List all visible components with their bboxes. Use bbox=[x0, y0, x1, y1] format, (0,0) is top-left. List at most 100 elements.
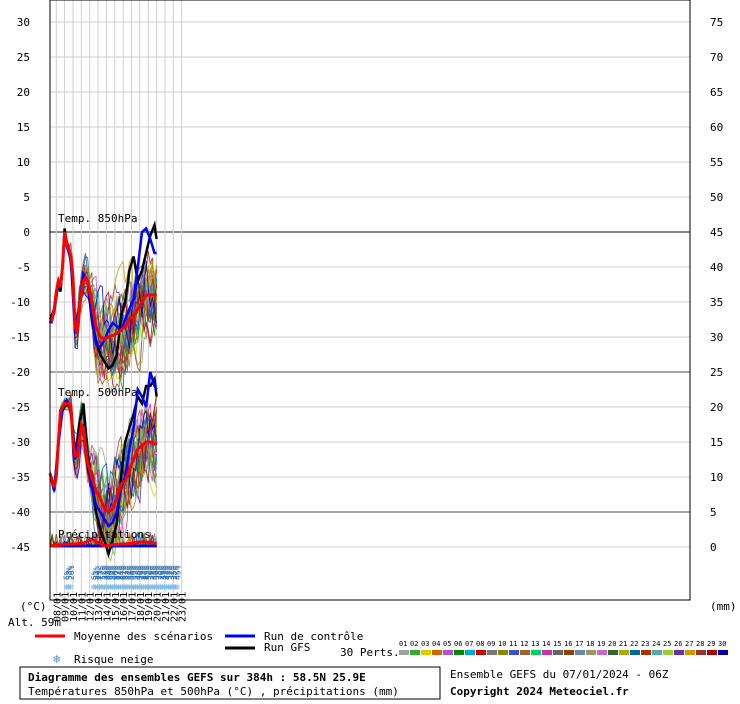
pert-number: 03 bbox=[421, 640, 429, 648]
snow-percent: 74% bbox=[115, 565, 124, 580]
pert-swatch bbox=[619, 650, 629, 655]
snow-percent: 45% bbox=[173, 565, 182, 580]
y-left-tick: -35 bbox=[10, 471, 30, 484]
pert-number: 26 bbox=[674, 640, 682, 648]
section-label-t500: Temp. 500hPa bbox=[58, 386, 137, 399]
snowflake-icon: ❄ bbox=[135, 583, 141, 593]
pert-swatch bbox=[454, 650, 464, 655]
snowflake-icon: ❄ bbox=[152, 583, 158, 593]
snowflake-icon: ❄ bbox=[120, 583, 126, 593]
pert-number: 12 bbox=[520, 640, 528, 648]
date-label: 19/01 bbox=[144, 592, 155, 622]
snowflake-icon: ❄ bbox=[108, 583, 114, 593]
pert-number: 30 bbox=[718, 640, 726, 648]
section-label-t850: Temp. 850hPa bbox=[58, 212, 137, 225]
snow-percent: 32% bbox=[165, 565, 174, 580]
snowflake-icon: ❄ bbox=[91, 583, 97, 593]
snow-percent: 39% bbox=[142, 565, 151, 580]
snow-percent: 32% bbox=[167, 565, 176, 580]
pert-number: 13 bbox=[531, 640, 539, 648]
snow-percent: 6% bbox=[90, 570, 99, 580]
date-label: 11/01 bbox=[77, 592, 88, 622]
snow-percent: 84% bbox=[117, 565, 126, 580]
left-unit: (°C) bbox=[20, 600, 47, 613]
snow-percent: 23% bbox=[92, 565, 101, 580]
legend: Moyenne des scénarios Run de contrôle Ru… bbox=[35, 630, 728, 666]
snow-percent: 39% bbox=[130, 565, 139, 580]
date-label: 13/01 bbox=[94, 592, 105, 622]
date-label: 20/01 bbox=[153, 592, 164, 622]
pert-swatch bbox=[630, 650, 640, 655]
y-left-tick: -15 bbox=[10, 331, 30, 344]
snowflake-icon: ❄ bbox=[114, 583, 120, 593]
snowflake-icon: ❄ bbox=[170, 583, 176, 593]
pert-swatch bbox=[498, 650, 508, 655]
pert-swatch bbox=[586, 650, 596, 655]
date-label: 17/01 bbox=[128, 592, 139, 622]
snow-percent: 42% bbox=[123, 565, 132, 580]
copyright: Copyright 2024 Meteociel.fr bbox=[450, 685, 629, 698]
snowflake-icon: ❄ bbox=[118, 583, 124, 593]
snowflake-icon: ❄ bbox=[160, 583, 166, 593]
pert-number: 07 bbox=[465, 640, 473, 648]
snow-percent: 35% bbox=[169, 565, 178, 580]
pert-swatch bbox=[443, 650, 453, 655]
snow-percent: 61% bbox=[121, 565, 130, 580]
pert-swatch bbox=[707, 650, 717, 655]
pert-number: 05 bbox=[443, 640, 451, 648]
pert-number: 11 bbox=[509, 640, 517, 648]
pert-number: 29 bbox=[707, 640, 715, 648]
snowflake-icon: ❄ bbox=[106, 583, 112, 593]
pert-swatch bbox=[542, 650, 552, 655]
pert-swatch bbox=[553, 650, 563, 655]
snow-percent: 32% bbox=[161, 565, 170, 580]
date-label: 22/01 bbox=[169, 592, 180, 622]
y-right-tick: 0 bbox=[710, 541, 717, 554]
snow-percent: 81% bbox=[119, 565, 128, 580]
snowflake-icon: ❄ bbox=[68, 583, 74, 593]
pert-swatch bbox=[564, 650, 574, 655]
snowflake-icon: ❄ bbox=[147, 583, 153, 593]
plot-frame bbox=[49, 0, 691, 601]
snow-percent: 39% bbox=[153, 565, 162, 580]
pert-swatch bbox=[608, 650, 618, 655]
snow-percent: 87% bbox=[113, 565, 122, 580]
y-right-tick: 65 bbox=[710, 86, 723, 99]
pert-number: 21 bbox=[619, 640, 627, 648]
pert-swatch bbox=[597, 650, 607, 655]
snowflake-icon: ❄ bbox=[101, 583, 107, 593]
snowflake-icon: ❄ bbox=[64, 583, 70, 593]
snowflake-icon: ❄ bbox=[149, 583, 155, 593]
y-right-tick: 50 bbox=[710, 191, 723, 204]
pert-swatch bbox=[410, 650, 420, 655]
snow-percent: 77% bbox=[96, 565, 105, 580]
pert-number: 10 bbox=[498, 640, 506, 648]
date-label: 09/01 bbox=[61, 592, 72, 622]
date-label: 21/01 bbox=[161, 592, 172, 622]
pert-swatch bbox=[509, 650, 519, 655]
y-right-tick: 60 bbox=[710, 121, 723, 134]
pert-swatch bbox=[575, 650, 585, 655]
snow-percent: 2% bbox=[94, 570, 103, 580]
title-box bbox=[19, 666, 441, 700]
date-label: 12/01 bbox=[86, 592, 97, 622]
y-right-tick: 70 bbox=[710, 51, 723, 64]
ensemble-member-line bbox=[49, 401, 158, 524]
pert-number: 27 bbox=[685, 640, 693, 648]
snow-percent: 58% bbox=[65, 565, 74, 580]
y-right-tick: 40 bbox=[710, 261, 723, 274]
y-left-tick: 20 bbox=[17, 86, 30, 99]
pert-swatch bbox=[674, 650, 684, 655]
y-left-tick: -5 bbox=[17, 261, 30, 274]
legend-control-label: Run de contrôle bbox=[264, 630, 363, 643]
snowflake-icon: ❄ bbox=[162, 583, 168, 593]
snow-percent: 35% bbox=[155, 565, 164, 580]
snowflake-icon: ❄ bbox=[103, 583, 109, 593]
snowflake-icon: ❄ bbox=[99, 583, 105, 593]
y-right-tick: 5 bbox=[710, 506, 717, 519]
pert-number: 23 bbox=[641, 640, 649, 648]
section-label-precip: Précipitations bbox=[58, 528, 151, 541]
legend-gfs-label: Run GFS bbox=[264, 641, 310, 654]
pert-legend: 01 02 03 04 05 06 07 08 09 10 11 12 13 14 15 16 17 18 19 20… bbox=[399, 640, 728, 655]
pert-number: 09 bbox=[487, 640, 495, 648]
